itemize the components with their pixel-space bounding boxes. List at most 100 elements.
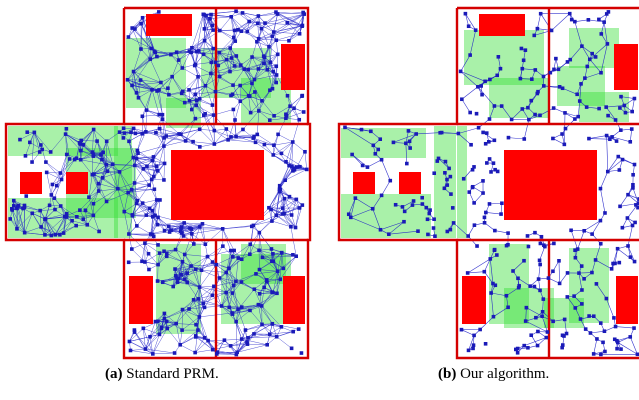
sample-node (271, 290, 275, 295)
sample-node (81, 217, 86, 221)
roadmap-edge (163, 140, 186, 147)
caption-b-label: (b) (438, 366, 457, 382)
sample-node (533, 230, 537, 235)
roadmap-edge (261, 293, 278, 307)
roadmap-edge (214, 128, 227, 131)
roadmap-edge (129, 341, 153, 355)
sample-node (491, 281, 495, 286)
free-region (504, 288, 554, 328)
roadmap-edge (204, 30, 220, 41)
roadmap-edge (153, 156, 165, 164)
sample-node (91, 213, 96, 218)
obstacle (504, 150, 597, 220)
sample-node (516, 285, 521, 290)
sample-node (535, 91, 540, 96)
roadmap-edge (44, 205, 50, 220)
sample-node (630, 109, 634, 114)
sample-node (496, 55, 501, 59)
sample-node (191, 298, 196, 302)
roadmap-edge (55, 220, 73, 235)
sample-node (162, 161, 167, 166)
roadmap-edge (142, 89, 153, 117)
roadmap-edge (291, 199, 297, 216)
sample-node (194, 335, 198, 339)
roadmap-edge (604, 326, 616, 332)
sample-node (131, 69, 136, 74)
sample-node (255, 132, 260, 137)
sample-node (91, 127, 96, 132)
sample-node (522, 258, 526, 263)
roadmap-edge (258, 23, 266, 39)
roadmap-edge (98, 188, 118, 192)
sample-node (133, 27, 137, 31)
caption-a-label: (a) (105, 366, 123, 382)
sample-node (284, 116, 288, 121)
sample-node (136, 151, 140, 155)
sample-node (606, 10, 611, 14)
roadmap-edge (146, 89, 153, 111)
roadmap-edge (17, 206, 25, 233)
roadmap-edge (501, 105, 512, 120)
sample-node (267, 44, 271, 49)
roadmap-edge (102, 177, 118, 189)
sample-node (475, 244, 479, 248)
sample-node (495, 169, 500, 174)
roadmap-edge (155, 132, 165, 147)
roadmap-edge (255, 142, 274, 156)
roadmap-edge (93, 129, 98, 142)
roadmap-edge (106, 192, 129, 202)
sample-node (625, 216, 630, 220)
roadmap-edge (484, 258, 491, 272)
roadmap-edge (607, 159, 623, 172)
roadmap-edge (190, 256, 208, 267)
sample-node (420, 202, 425, 206)
sample-node (612, 337, 617, 342)
sample-node (203, 83, 208, 88)
sample-node (620, 157, 625, 162)
sample-node (565, 60, 570, 64)
sample-node (165, 326, 169, 331)
roadmap-edge (44, 219, 61, 235)
sample-node (506, 305, 510, 310)
roadmap-edge (261, 305, 282, 327)
sample-node (551, 136, 555, 141)
roadmap-edge (273, 134, 279, 146)
sample-node (540, 314, 544, 319)
sample-node (28, 140, 32, 145)
roadmap-edge (216, 256, 233, 265)
sample-node (229, 248, 233, 253)
sample-node (198, 225, 202, 229)
sample-node (406, 129, 411, 133)
caption-a-acronym: PRM (183, 366, 216, 382)
sample-node (54, 183, 59, 188)
roadmap-edge (268, 198, 285, 208)
roadmap-edge (525, 315, 543, 322)
roadmap-edge (185, 118, 196, 141)
roadmap-edge (552, 138, 565, 145)
sample-node (528, 284, 532, 288)
roadmap-edge (119, 165, 135, 173)
roadmap-edge (288, 25, 303, 41)
roadmap-edge (157, 146, 165, 171)
roadmap-edge (143, 318, 165, 329)
sample-node (626, 244, 630, 248)
roadmap-edge (176, 308, 190, 324)
sample-node (150, 208, 155, 213)
sample-node (479, 84, 483, 88)
roadmap-edge (205, 73, 212, 86)
sample-node (595, 337, 599, 341)
sample-node (121, 126, 126, 131)
sample-node (482, 215, 487, 220)
roadmap-edge (240, 56, 253, 66)
sample-node (97, 229, 101, 234)
roadmap-edge (627, 245, 631, 258)
roadmap-edge (232, 293, 239, 310)
roadmap-edge (548, 277, 560, 284)
sample-node (294, 254, 299, 259)
sample-node (156, 262, 160, 267)
sample-node (209, 12, 213, 17)
sample-node (122, 131, 127, 135)
sample-node (140, 15, 145, 20)
sample-node (611, 261, 615, 266)
